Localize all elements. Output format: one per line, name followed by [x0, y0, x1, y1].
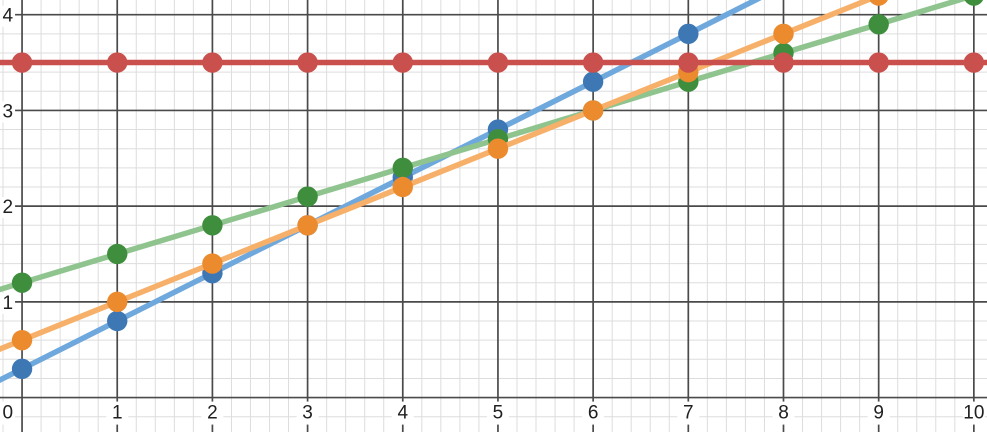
svg-text:8: 8 [778, 403, 789, 424]
svg-text:5: 5 [493, 403, 504, 424]
svg-text:4: 4 [397, 403, 408, 424]
svg-text:7: 7 [683, 403, 694, 424]
svg-text:1: 1 [2, 293, 13, 314]
svg-text:4: 4 [2, 6, 13, 27]
svg-text:9: 9 [873, 403, 884, 424]
svg-text:0: 0 [2, 403, 13, 424]
svg-text:6: 6 [588, 403, 599, 424]
svg-text:1: 1 [112, 403, 123, 424]
svg-text:2: 2 [207, 403, 218, 424]
svg-text:3: 3 [2, 101, 13, 122]
svg-text:3: 3 [302, 403, 313, 424]
svg-text:10: 10 [963, 403, 984, 424]
svg-text:2: 2 [2, 197, 13, 218]
